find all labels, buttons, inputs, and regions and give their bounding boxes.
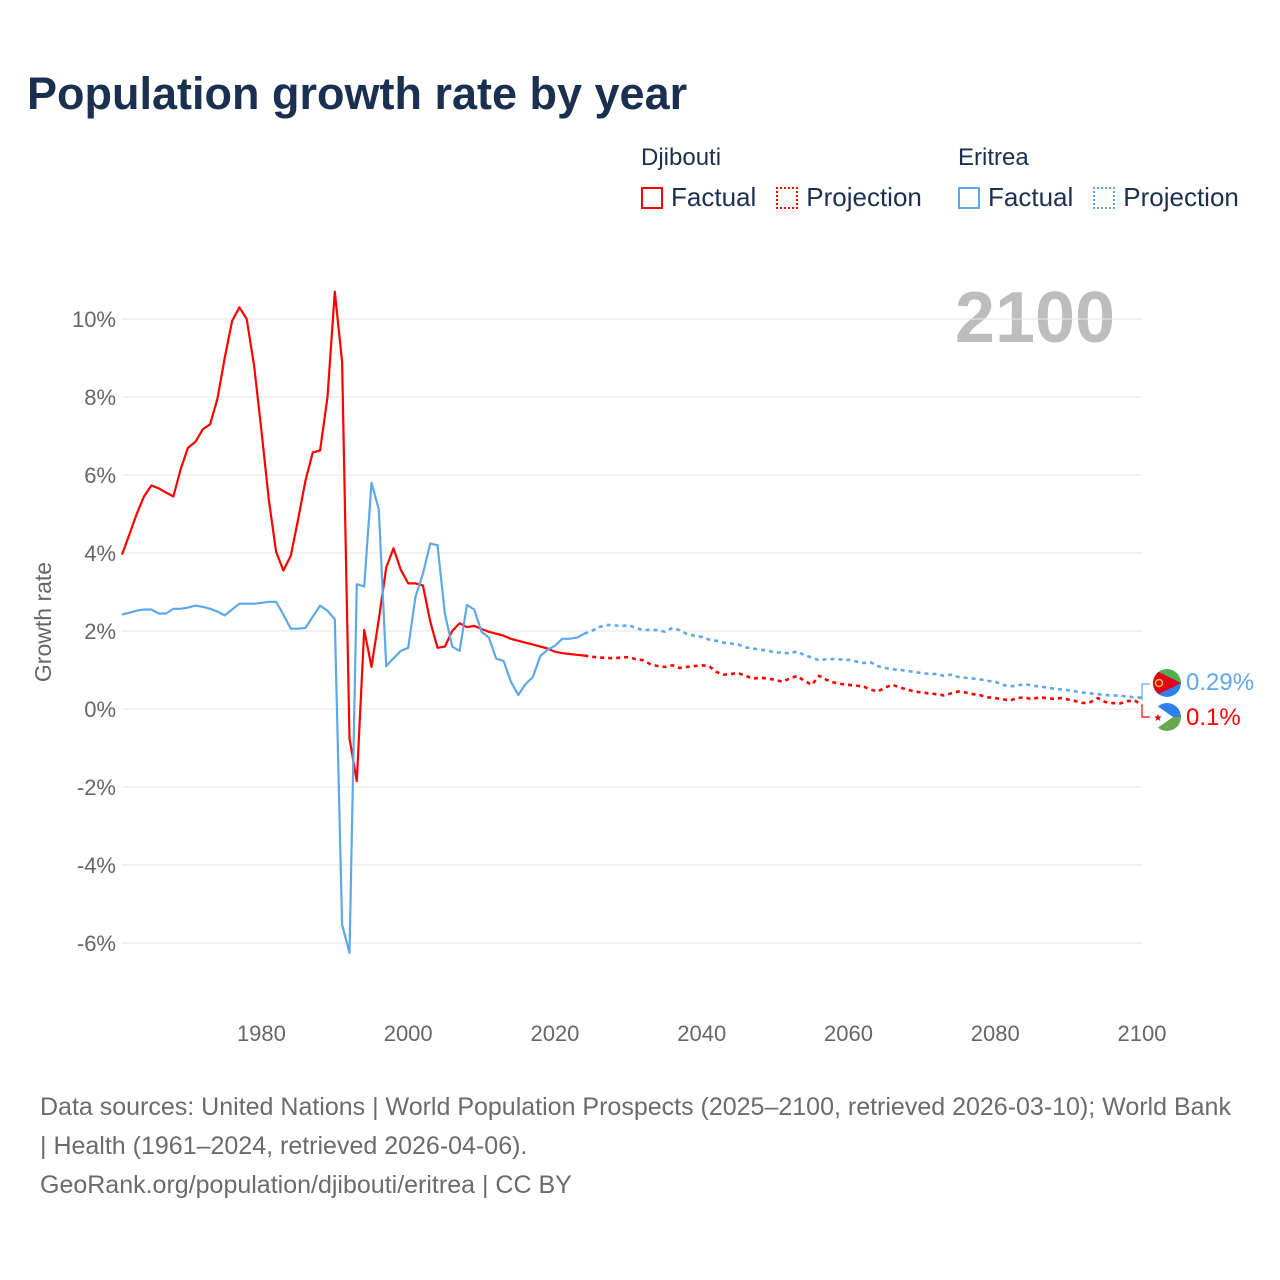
y-tick-label: -4% <box>77 853 116 878</box>
legend-swatch-solid <box>958 186 980 209</box>
y-tick-label: 6% <box>84 463 116 488</box>
legend-label: Projection <box>806 182 922 212</box>
djibouti-factual-line <box>120 290 585 783</box>
legend-label: Factual <box>988 182 1074 212</box>
y-tick-label: -2% <box>77 775 116 800</box>
legend-country: Eritrea <box>958 144 1029 171</box>
legend-label: Projection <box>1123 182 1239 212</box>
footer: Data sources: United Nations | World Pop… <box>40 1088 1240 1205</box>
djibouti-connector <box>1141 705 1150 718</box>
y-tick-label: 0% <box>84 697 116 722</box>
legend-eritrea: Eritrea Factual Projection <box>958 144 1259 213</box>
djibouti-end-label: 0.1% <box>1186 704 1241 731</box>
legend-label: Factual <box>671 182 757 212</box>
chart-title: Population growth rate by year <box>27 68 688 119</box>
djibouti-flag-icon: ★ <box>1153 703 1181 731</box>
y-tick-label: 10% <box>72 307 116 332</box>
legend-swatch-dotted <box>1093 186 1116 209</box>
legend-swatch-solid <box>641 186 663 209</box>
x-tick-label: 2000 <box>384 1021 433 1046</box>
x-tick-label: 1980 <box>237 1021 286 1046</box>
credit-link[interactable]: GeoRank.org/population/djibouti/eritrea … <box>40 1171 572 1199</box>
x-tick-label: 2060 <box>824 1021 873 1046</box>
eritrea-projection-line <box>583 623 1143 699</box>
x-tick-label: 2020 <box>530 1021 579 1046</box>
y-tick-label: 4% <box>84 541 116 566</box>
legend-swatch-dotted <box>776 186 799 209</box>
y-tick-label: -6% <box>77 931 116 956</box>
legend-item-djibouti-factual[interactable]: Factual <box>641 182 756 213</box>
eritrea-factual-line <box>121 481 585 954</box>
x-tick-label: 2080 <box>971 1021 1020 1046</box>
eritrea-connector <box>1141 683 1150 700</box>
y-tick-label: 2% <box>84 619 116 644</box>
legend-item-eritrea-projection[interactable]: Projection <box>1093 182 1239 213</box>
year-label: 2100 <box>955 278 1115 358</box>
legend-djibouti: Djibouti Factual Projection <box>641 144 942 213</box>
svg-text:★: ★ <box>1154 713 1163 724</box>
y-tick-label: 8% <box>84 385 116 410</box>
x-tick-label: 2100 <box>1118 1021 1167 1046</box>
legend-item-eritrea-factual[interactable]: Factual <box>958 182 1073 213</box>
legend-item-djibouti-projection[interactable]: Projection <box>776 182 922 213</box>
eritrea-end-label: 0.29% <box>1186 669 1254 696</box>
y-axis-label: Growth rate <box>30 562 56 682</box>
eritrea-flag-icon <box>1153 669 1181 697</box>
legend-country: Djibouti <box>641 144 722 171</box>
x-tick-label: 2040 <box>677 1021 726 1046</box>
data-sources: Data sources: United Nations | World Pop… <box>40 1093 1231 1160</box>
